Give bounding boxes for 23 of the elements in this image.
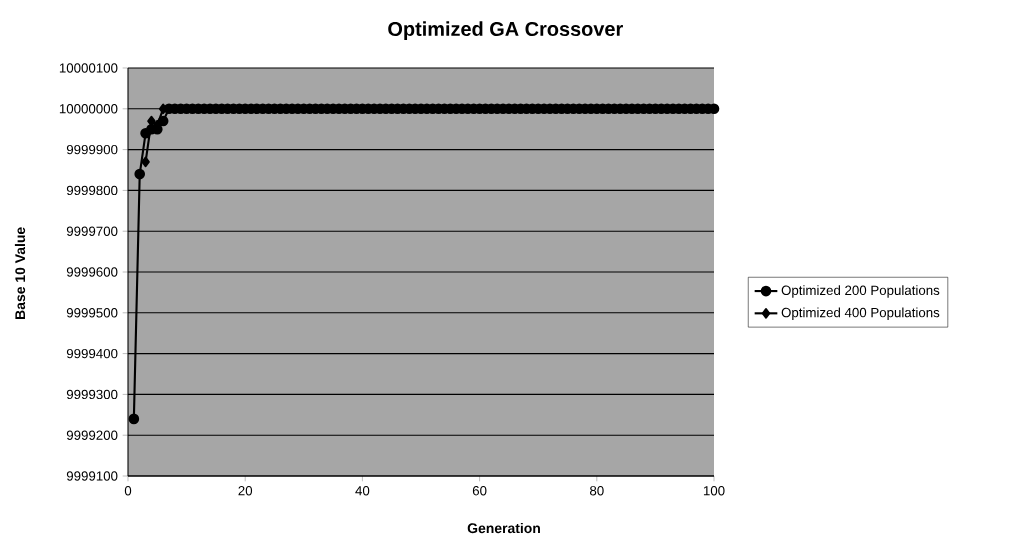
- x-tick-label: 60: [472, 486, 487, 496]
- y-tick-label: 10000100: [59, 63, 118, 73]
- x-tick-label: 80: [590, 486, 604, 496]
- y-tick-label: 9999600: [66, 267, 118, 277]
- y-tick-label: 9999900: [66, 144, 118, 155]
- y-tick-label: 9999200: [66, 430, 118, 440]
- x-tick-label: 100: [703, 486, 725, 496]
- x-tick-label: 0: [124, 486, 132, 496]
- y-tick-label: 9999300: [66, 389, 118, 400]
- legend-label: Optimized 200 Populations: [781, 285, 940, 298]
- chart-title: Optimized GA Crossover: [388, 21, 623, 40]
- legend-label: Optimized 400 Populations: [781, 307, 940, 320]
- y-tick-label: 10000000: [59, 104, 118, 114]
- y-tick-label: 9999700: [66, 226, 118, 236]
- x-axis-title: Generation: [467, 522, 540, 534]
- point: [141, 156, 150, 168]
- x-tick-label: 40: [355, 486, 370, 496]
- x-tick-label: 20: [238, 486, 253, 496]
- y-axis-title: Base 10 Value: [14, 227, 26, 319]
- y-tick-label: 9999100: [66, 471, 118, 481]
- y-tick-label: 9999800: [66, 185, 118, 196]
- y-tick-label: 9999400: [66, 348, 118, 359]
- y-tick-label: 9999500: [66, 308, 118, 318]
